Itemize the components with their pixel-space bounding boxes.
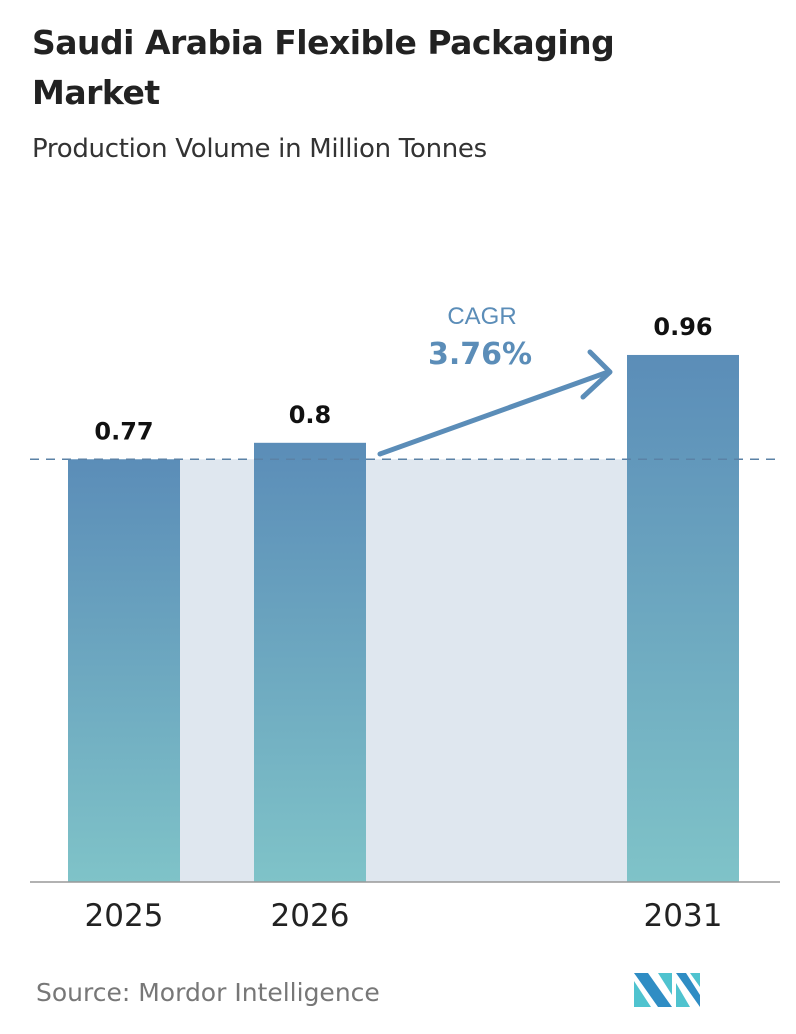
- cagr-arrow: [377, 349, 613, 457]
- bar-2026: [254, 442, 366, 882]
- reference-band: [180, 459, 627, 882]
- cagr-label: CAGR: [447, 303, 516, 330]
- data-label-2026: 0.8: [289, 401, 332, 429]
- x-tick-2026: 2026: [271, 898, 350, 934]
- cagr-value: 3.76%: [428, 337, 532, 372]
- bar-2031: [627, 354, 739, 883]
- source-note: Source: Mordor Intelligence: [36, 978, 380, 1007]
- data-label-2025: 0.77: [94, 417, 153, 445]
- chart-subtitle: Production Volume in Million Tonnes: [32, 134, 487, 164]
- bar-2025: [68, 459, 180, 882]
- chart-title: Saudi Arabia Flexible Packaging Market: [32, 23, 615, 112]
- data-label-2031: 0.96: [653, 313, 712, 341]
- x-tick-2031: 2031: [644, 898, 723, 934]
- mordor-intelligence-logo: [634, 973, 700, 1007]
- x-tick-2025: 2025: [85, 898, 164, 934]
